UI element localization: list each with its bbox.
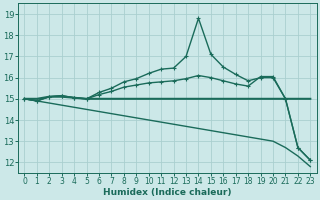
X-axis label: Humidex (Indice chaleur): Humidex (Indice chaleur) bbox=[103, 188, 232, 197]
